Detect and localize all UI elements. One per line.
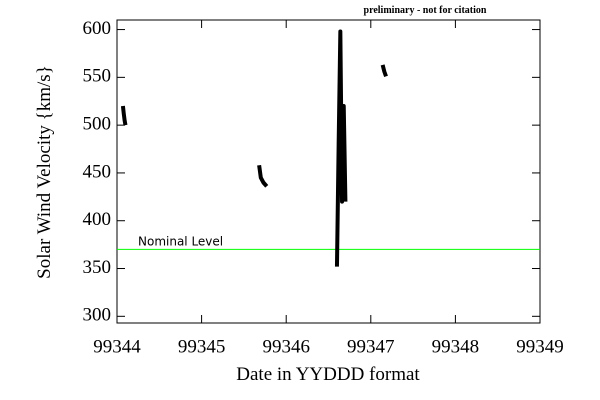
y-tick-label: 400 bbox=[83, 209, 112, 230]
x-tick-label: 99346 bbox=[262, 336, 310, 357]
x-tick-label: 99348 bbox=[432, 336, 480, 357]
x-tick-label: 99347 bbox=[347, 336, 395, 357]
y-tick-label: 350 bbox=[83, 257, 112, 278]
plot-frame bbox=[116, 19, 541, 324]
y-tick-label: 300 bbox=[83, 305, 112, 326]
annotation: preliminary - not for citation bbox=[364, 5, 487, 16]
y-tick-label: 450 bbox=[83, 161, 112, 182]
x-tick-label: 99344 bbox=[93, 336, 141, 357]
data-line bbox=[120, 29, 388, 267]
x-tick-label: 99349 bbox=[516, 336, 564, 357]
x-axis-label: Date in YYDDD format bbox=[236, 364, 420, 385]
x-tick-label: 99345 bbox=[178, 336, 226, 357]
y-tick-label: 500 bbox=[83, 114, 112, 135]
y-axis-label: Solar Wind Velocity {km/s} bbox=[34, 65, 55, 279]
y-tick-label: 600 bbox=[83, 18, 112, 39]
y-tick-label: 550 bbox=[83, 66, 112, 87]
reference-label: Nominal Level bbox=[138, 234, 223, 248]
